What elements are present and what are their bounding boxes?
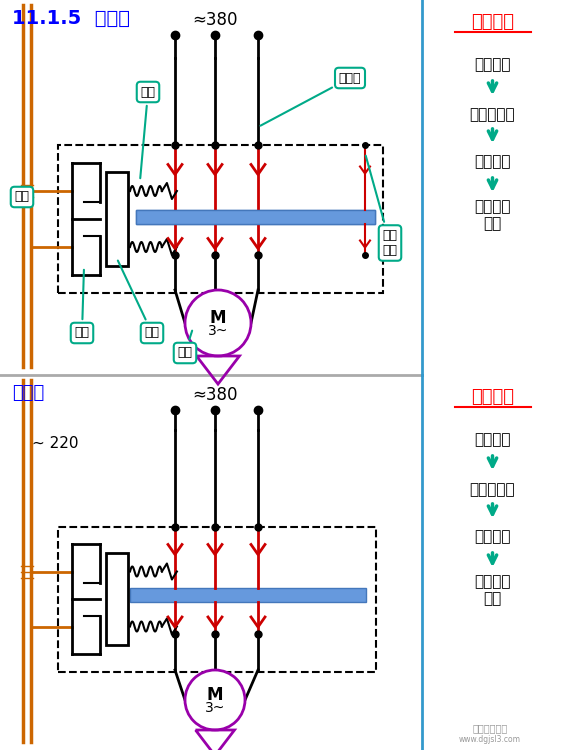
Text: 电机: 电机	[177, 331, 193, 359]
Circle shape	[185, 670, 245, 730]
Text: 辅助
触头: 辅助 触头	[366, 156, 397, 257]
Text: M: M	[210, 309, 226, 327]
Text: 线圈: 线圈	[15, 190, 29, 203]
Text: 衔铁被吸合: 衔铁被吸合	[470, 482, 515, 497]
Text: 3~: 3~	[208, 324, 228, 338]
Text: 铁芯: 铁芯	[74, 270, 90, 340]
Text: 主触头: 主触头	[261, 71, 361, 126]
Text: 线圈通电: 线圈通电	[474, 58, 511, 73]
Text: 触头闭合: 触头闭合	[474, 530, 511, 544]
Bar	[136, 210, 375, 224]
Text: 电机接通
电源: 电机接通 电源	[474, 199, 511, 231]
Bar	[0, 375, 422, 750]
Text: www.dgjsl3.com: www.dgjsl3.com	[459, 736, 521, 745]
Bar	[58, 145, 383, 293]
Text: 3~: 3~	[205, 701, 225, 715]
Text: 触头闭合: 触头闭合	[474, 154, 511, 170]
Text: ~ 220: ~ 220	[32, 436, 78, 451]
Bar	[136, 210, 375, 224]
Text: 电机接通
电源: 电机接通 电源	[474, 574, 511, 606]
Text: 接触器: 接触器	[12, 384, 44, 402]
Bar	[58, 527, 376, 672]
Text: 电工技术之家: 电工技术之家	[472, 723, 508, 733]
Circle shape	[185, 290, 251, 356]
Text: ≈380: ≈380	[192, 386, 238, 404]
Bar	[106, 172, 128, 266]
Bar	[130, 588, 366, 602]
Text: 弹簧: 弹簧	[140, 86, 155, 178]
Text: 线圈通电: 线圈通电	[474, 433, 511, 448]
Text: 衔铁被吸合: 衔铁被吸合	[470, 107, 515, 122]
Text: ≈380: ≈380	[192, 11, 238, 29]
Text: 动作过程: 动作过程	[471, 13, 514, 31]
Text: 衔铁: 衔铁	[118, 260, 159, 340]
Bar	[0, 0, 422, 375]
Text: 11.1.5  接触器: 11.1.5 接触器	[12, 8, 130, 28]
Text: 动作过程: 动作过程	[471, 388, 514, 406]
Text: M: M	[207, 686, 224, 704]
Bar	[106, 553, 128, 645]
